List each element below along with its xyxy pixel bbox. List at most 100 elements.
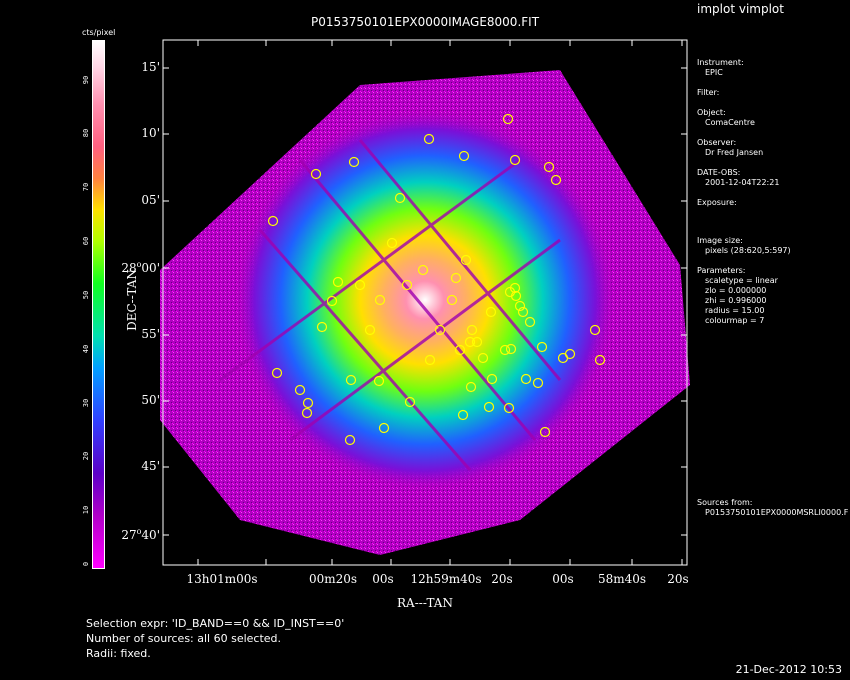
source-circle <box>424 354 436 366</box>
parameters-label: Parameters: <box>697 266 746 275</box>
cluster-emission <box>235 110 615 490</box>
source-circle <box>310 168 322 180</box>
plot-title: P0153750101EPX0000IMAGE8000.FIT <box>310 15 540 29</box>
ra-tick-label: 58m40s <box>597 572 647 586</box>
source-circle <box>404 396 416 408</box>
source-circle <box>505 343 517 355</box>
source-circle <box>471 336 483 348</box>
selection-summary: Selection expr: 'ID_BAND==0 && ID_INST==… <box>86 616 344 661</box>
image-data <box>160 70 690 555</box>
dec-tick-label: 28o00' <box>121 260 160 275</box>
source-circle <box>514 300 526 312</box>
source-circle <box>503 402 515 414</box>
source-circle <box>509 154 521 166</box>
dec-tick-label: 10' <box>141 126 160 140</box>
radii-mode: Radii: fixed. <box>86 647 151 660</box>
object-label: Object: <box>697 108 726 117</box>
source-circle <box>332 276 344 288</box>
dec-tick-label: 50' <box>141 393 160 407</box>
observer-value: Dr Fred Jansen <box>705 148 764 157</box>
ra-tick-label: 20s <box>491 572 513 586</box>
dec-tick-label: 55' <box>141 327 160 341</box>
source-circle <box>517 306 529 318</box>
source-circle <box>378 422 390 434</box>
source-circle <box>524 316 536 328</box>
source-circle <box>483 401 495 413</box>
colorbar-tick-label: 70 <box>82 183 90 192</box>
colorbar-tick-label: 50 <box>82 290 90 300</box>
dec-tick-label: 15' <box>141 60 160 74</box>
sources-value: P0153750101EPX0000MSRLI0000.F <box>705 508 849 517</box>
source-circle <box>464 336 476 348</box>
source-circles <box>267 113 606 446</box>
source-circle <box>326 295 338 307</box>
colorbar-tick-label: 10 <box>82 505 90 515</box>
image-size-value: pixels (28:620,5:597) <box>705 246 791 255</box>
source-circle <box>423 133 435 145</box>
source-circle <box>458 150 470 162</box>
source-circle <box>373 375 385 387</box>
scaletype-value: scaletype = linear <box>705 276 778 285</box>
source-circle <box>354 279 366 291</box>
x-axis-label: RA---TAN <box>397 596 453 610</box>
source-circle <box>589 324 601 336</box>
source-circle <box>536 341 548 353</box>
source-circle <box>374 294 386 306</box>
source-circle <box>401 279 413 291</box>
source-circle <box>316 321 328 333</box>
dec-tick-label: 45' <box>141 459 160 473</box>
ra-tick-label: 00s <box>552 572 574 586</box>
source-circle <box>302 397 314 409</box>
ra-tick-label: 12h59m40s <box>410 572 482 586</box>
observer-label: Observer: <box>697 138 737 147</box>
source-circle <box>345 374 357 386</box>
source-circle <box>386 237 398 249</box>
colorbar-tick-label: 20 <box>82 452 90 461</box>
plot-frame <box>162 39 688 566</box>
ra-tick-label: 13h01m00s <box>186 572 258 586</box>
date-obs-value: 2001-12-04T22:21 <box>705 178 780 187</box>
source-circle <box>364 324 376 336</box>
app-title: implot vimplot <box>697 2 784 16</box>
object-value: ComaCentre <box>705 118 755 127</box>
date-obs-label: DATE-OBS: <box>697 168 741 177</box>
source-circle <box>543 161 555 173</box>
source-circle <box>486 373 498 385</box>
colorbar-tick-label: 60 <box>82 236 90 246</box>
source-circle <box>502 113 514 125</box>
radius-value: radius = 15.00 <box>705 306 765 315</box>
source-circle <box>485 306 497 318</box>
source-circle <box>344 434 356 446</box>
dec-tick-label: 05' <box>141 193 160 207</box>
dec-tick-label: 27o40' <box>121 527 160 542</box>
source-circle <box>271 367 283 379</box>
ra-tick-label: 20s <box>667 572 689 586</box>
source-circle <box>417 264 429 276</box>
source-circle <box>557 352 569 364</box>
ra-tick-label: 00s <box>372 572 394 586</box>
source-circle <box>477 352 489 364</box>
instrument-value: EPIC <box>705 68 723 77</box>
source-circle <box>499 344 511 356</box>
selection-expression: Selection expr: 'ID_BAND==0 && ID_INST==… <box>86 617 345 630</box>
sources-label: Sources from: <box>697 498 753 507</box>
image-size-label: Image size: <box>697 236 743 245</box>
source-circle <box>301 407 313 419</box>
source-circle <box>510 290 522 302</box>
exposure-label: Exposure: <box>697 198 737 207</box>
ccd-gaps <box>219 139 562 471</box>
source-circle <box>446 294 458 306</box>
colorbar-tick-label: 30 <box>82 398 90 407</box>
ra-tick-label: 00m20s <box>308 572 358 586</box>
source-circle <box>532 377 544 389</box>
colourmap-value: colourmap = 7 <box>705 316 765 325</box>
colorbar-tick-label: 80 <box>82 129 90 138</box>
source-circle <box>348 156 360 168</box>
datestamp: 21-Dec-2012 10:53 <box>735 663 842 676</box>
source-count: Number of sources: all 60 selected. <box>86 632 282 645</box>
filter-label: Filter: <box>697 88 720 97</box>
zhi-value: zhi = 0.996000 <box>705 296 767 305</box>
source-circle <box>550 174 562 186</box>
source-circle <box>434 324 446 336</box>
